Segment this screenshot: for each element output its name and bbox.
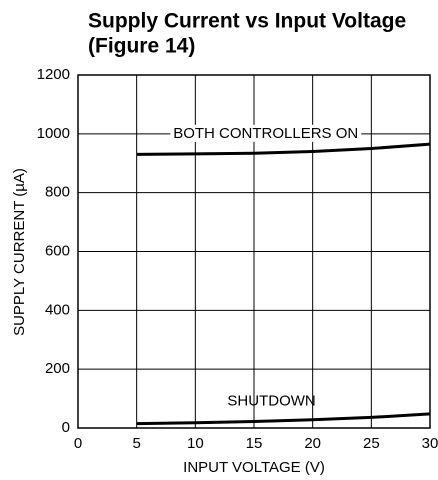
x-tick-label: 15 <box>246 435 263 452</box>
x-tick-label: 5 <box>132 435 140 452</box>
plot-frame <box>77 74 431 429</box>
x-tick-label: 0 <box>74 435 82 452</box>
series-label: BOTH CONTROLLERS ON <box>173 125 358 142</box>
series-label: SHUTDOWN <box>227 392 315 409</box>
data-line <box>136 142 431 156</box>
x-tick-label: 10 <box>187 435 204 452</box>
y-tick-label: 1000 <box>37 125 70 142</box>
chart-title: Supply Current vs Input Voltage <box>88 10 406 33</box>
x-tick-label: 20 <box>304 435 321 452</box>
y-tick-label: 400 <box>45 301 70 318</box>
y-tick-label: 800 <box>45 184 70 201</box>
y-tick-label: 600 <box>45 242 70 259</box>
y-tick-label: 1200 <box>37 66 70 83</box>
chart-subtitle: (Figure 14) <box>88 35 195 58</box>
y-axis-label: SUPPLY CURRENT (µA) <box>11 168 28 336</box>
label-background <box>170 124 362 142</box>
x-tick-label: 30 <box>422 435 438 452</box>
y-tick-label: 200 <box>45 360 70 377</box>
x-tick-label: 25 <box>363 435 380 452</box>
y-tick-label: 0 <box>62 419 70 436</box>
x-axis-label: INPUT VOLTAGE (V) <box>183 459 325 476</box>
data-line <box>136 412 431 426</box>
